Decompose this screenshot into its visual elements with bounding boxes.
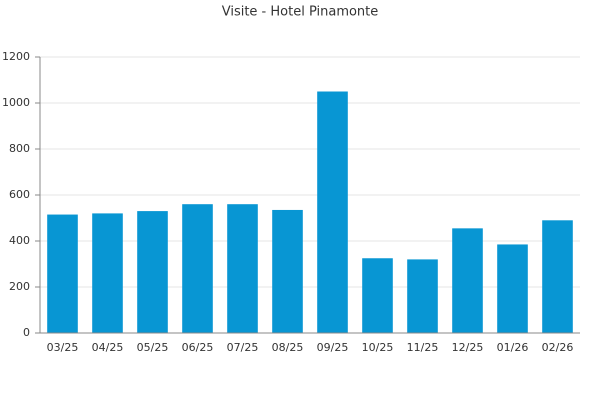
x-tick-label: 08/25 (272, 341, 304, 354)
x-tick-label: 09/25 (317, 341, 349, 354)
x-tick-label: 02/26 (542, 341, 574, 354)
bar (542, 220, 573, 333)
chart-title: Visite - Hotel Pinamonte (222, 5, 379, 20)
bar (182, 204, 213, 333)
y-tick-label: 600 (9, 188, 30, 201)
x-tick-label: 10/25 (362, 341, 394, 354)
bar (497, 244, 528, 333)
y-tick-label: 400 (9, 234, 30, 247)
x-tick-label: 11/25 (407, 341, 439, 354)
x-tick-label: 12/25 (452, 341, 484, 354)
bar (137, 211, 168, 333)
bar (227, 204, 258, 333)
y-tick-label: 200 (9, 280, 30, 293)
x-tick-label: 03/25 (47, 341, 79, 354)
x-tick-label: 01/26 (497, 341, 529, 354)
bar (272, 209, 303, 333)
y-tick-label: 800 (9, 142, 30, 155)
bar (92, 213, 123, 333)
bar (407, 259, 438, 333)
bar (452, 228, 483, 333)
x-tick-label: 07/25 (227, 341, 259, 354)
bar (362, 258, 393, 333)
bar (317, 91, 348, 333)
bar (47, 214, 78, 333)
y-tick-label: 0 (23, 326, 30, 339)
x-tick-label: 05/25 (137, 341, 169, 354)
y-tick-label: 1200 (2, 50, 30, 63)
x-tick-label: 04/25 (92, 341, 124, 354)
x-tick-label: 06/25 (182, 341, 214, 354)
y-tick-label: 1000 (2, 96, 30, 109)
